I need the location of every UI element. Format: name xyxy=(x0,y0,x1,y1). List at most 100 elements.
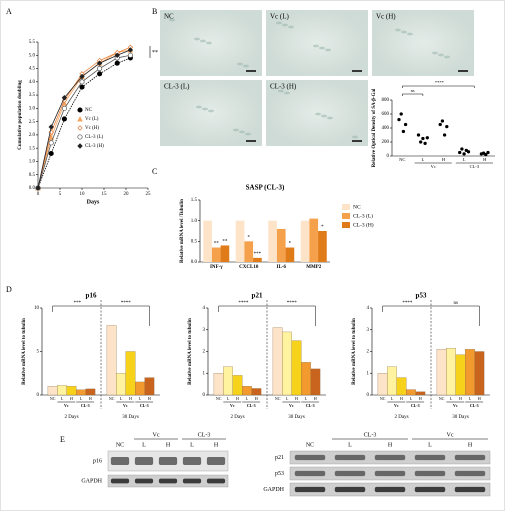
marker xyxy=(61,116,67,122)
y-tick-label: 0 xyxy=(367,393,370,398)
bar-label: H xyxy=(459,396,462,401)
marker xyxy=(419,140,423,144)
bar-label: L xyxy=(305,396,308,401)
micrograph-label: CL-3 (H) xyxy=(270,83,297,91)
annotation: **** xyxy=(238,301,249,306)
lane-label: NC xyxy=(116,442,124,448)
legend-label: NC xyxy=(85,108,93,113)
row-label: p16 xyxy=(93,458,102,464)
marker xyxy=(421,136,425,141)
panel-label: C xyxy=(152,167,157,176)
x-tick-label: H xyxy=(483,157,487,162)
blot-band xyxy=(374,454,406,461)
y-tick-label: 2 xyxy=(367,350,370,355)
bar-label: H xyxy=(129,396,132,401)
x-tick-label: INF-γ xyxy=(210,265,223,270)
blot-band xyxy=(110,478,130,484)
cell-stain xyxy=(237,62,243,66)
marker xyxy=(403,122,408,127)
marker xyxy=(79,73,85,80)
y-tick-label: 2.0 xyxy=(29,133,36,138)
marker xyxy=(484,152,488,157)
marker xyxy=(77,107,83,113)
x-tick-label: 30 Days xyxy=(122,415,139,420)
bracket xyxy=(382,305,442,312)
cell-stain xyxy=(315,112,321,116)
bar-label: H xyxy=(478,396,481,401)
x-tick-label: 25 xyxy=(146,192,152,197)
micrograph-label: CL-3 (L) xyxy=(164,83,190,91)
x-tick-label: L xyxy=(422,157,425,162)
blot-band xyxy=(182,478,202,484)
bar xyxy=(125,351,136,396)
x-tick-label: 30 Days xyxy=(452,415,469,420)
y-tick-label: 400 xyxy=(382,126,390,131)
bar-label: NC xyxy=(216,396,222,401)
blot-band xyxy=(454,454,486,461)
group-label: CL-3 xyxy=(140,403,149,408)
bar-label: H xyxy=(419,396,422,401)
marker xyxy=(464,148,468,153)
y-tick-label: 0.5 xyxy=(29,173,36,178)
x-tick-label: 5 xyxy=(59,192,62,197)
annotation: *** xyxy=(74,301,82,306)
blot-header: CL-3 xyxy=(198,432,211,438)
micrograph xyxy=(266,10,368,76)
row-label: GAPDH xyxy=(81,478,102,484)
y-tick-label: 1.5 xyxy=(191,198,198,203)
marker xyxy=(48,124,54,130)
bar xyxy=(300,220,310,262)
group-label: Vc xyxy=(230,403,235,408)
bar xyxy=(235,220,245,262)
blot-band xyxy=(158,457,178,465)
x-tick-label: 20 xyxy=(124,192,130,197)
bar-label: NC xyxy=(275,396,281,401)
bar xyxy=(242,386,252,396)
marker xyxy=(77,134,83,140)
bar xyxy=(282,331,292,396)
bar-label: L xyxy=(139,396,142,401)
group-label: CL-3 xyxy=(470,164,480,169)
row-label: GAPDH xyxy=(263,487,284,493)
bar-label: H xyxy=(400,396,403,401)
marker xyxy=(35,185,41,191)
chart-title: p16 xyxy=(86,292,97,300)
bar-label: H xyxy=(255,396,258,401)
bar-label: H xyxy=(70,396,73,401)
bar xyxy=(223,366,233,396)
panel-label: E xyxy=(60,435,65,444)
blot-band xyxy=(206,457,226,465)
cell-stain xyxy=(233,128,239,132)
x-tick-label: 2 Days xyxy=(64,415,78,420)
cell-stain xyxy=(239,130,245,134)
y-tick-label: 4.0 xyxy=(29,80,36,85)
bracket xyxy=(218,305,278,312)
group-label: Vc xyxy=(289,403,294,408)
marker xyxy=(77,116,83,122)
legend-label: Vc (L) xyxy=(85,117,99,122)
cell-stain xyxy=(206,41,212,45)
y-tick-label: 1.0 xyxy=(29,160,36,165)
cell-stain xyxy=(200,39,206,43)
bar xyxy=(474,351,485,396)
legend-swatch xyxy=(342,213,350,219)
y-axis-label: Relative mRNA level to tubulin xyxy=(22,318,27,385)
marker xyxy=(460,147,464,151)
bar-label: H xyxy=(314,396,317,401)
bar xyxy=(377,373,388,396)
bar xyxy=(436,349,447,396)
blot-header: CL-3 xyxy=(364,432,377,438)
bar xyxy=(251,388,262,396)
y-tick-label: 10 xyxy=(34,306,40,311)
row-label: p53 xyxy=(275,471,284,477)
blot-band xyxy=(334,454,366,461)
micrograph-label: Vc (H) xyxy=(376,13,396,21)
bar-label: L xyxy=(391,396,394,401)
y-tick-label: 4 xyxy=(367,306,370,311)
bar xyxy=(106,325,117,396)
annotation: * xyxy=(248,235,251,240)
bracket xyxy=(277,305,316,326)
marker xyxy=(440,119,445,123)
chart-title: p53 xyxy=(416,292,427,300)
y-tick-label: 1.0 xyxy=(191,219,198,224)
